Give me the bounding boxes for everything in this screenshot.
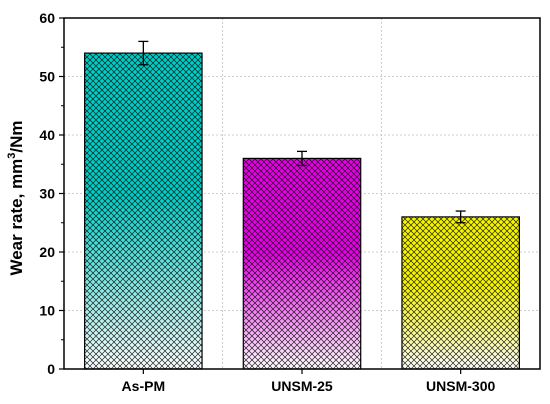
x-tick-label: As-PM [122,378,166,394]
y-tick-label: 20 [39,244,55,260]
y-tick-label: 10 [39,303,55,319]
bars [84,52,520,370]
x-axis: As-PM UNSM-25 UNSM-300 [122,369,495,394]
y-axis-title: Wear rate, mm3/Nm [6,120,26,275]
y-axis-title-suffix: /Nm [7,120,26,152]
bar-as-pm [84,52,203,370]
y-tick-label: 30 [39,186,55,202]
error-bar-as-pm [138,40,149,66]
y-axis: 0 10 20 30 40 50 60 [39,10,64,377]
y-tick-label: 0 [47,361,55,377]
y-tick-label: 40 [39,127,55,143]
bar-unsm-25 [242,157,362,370]
error-bar-unsm-25 [297,150,307,167]
error-bars [138,40,466,224]
y-axis-title-main: Wear rate, mm [7,159,26,276]
x-tick-label: UNSM-300 [426,378,495,394]
bar-unsm-300 [401,216,520,370]
y-axis-title-superscript: 3 [6,153,18,159]
y-tick-label: 50 [39,69,55,85]
x-tick-label: UNSM-25 [271,378,333,394]
y-tick-label: 60 [39,10,55,26]
error-bar-unsm-300 [455,210,466,224]
